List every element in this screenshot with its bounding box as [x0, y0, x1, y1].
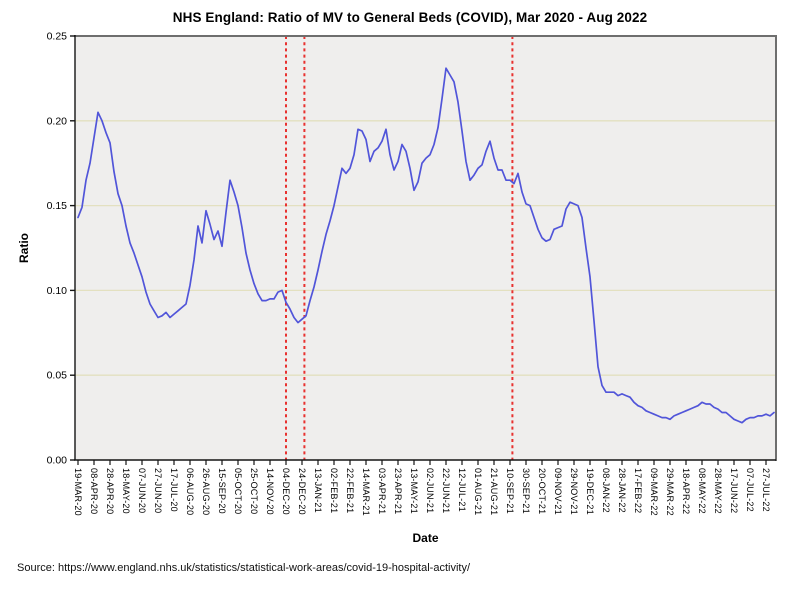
y-tick-label: 0.10 — [47, 285, 68, 297]
x-tick-label: 19-MAR-20 — [73, 468, 83, 516]
x-tick-label: 20-OCT-21 — [537, 468, 547, 514]
x-tick-label: 29-MAR-22 — [665, 468, 675, 516]
x-tick-label: 21-AUG-21 — [489, 468, 499, 515]
x-tick-label: 27-JUL-22 — [761, 468, 771, 512]
x-tick-label: 28-JAN-22 — [617, 468, 627, 513]
data-line — [77, 67, 775, 424]
x-tick-label: 07-JUL-22 — [745, 468, 755, 512]
x-tick-label: 29-NOV-21 — [569, 468, 579, 515]
x-tick-label: 25-OCT-20 — [249, 468, 259, 514]
x-tick-label: 09-NOV-21 — [553, 468, 563, 515]
x-tick-label: 06-AUG-20 — [185, 468, 195, 515]
x-tick-label: 18-MAY-20 — [121, 468, 131, 514]
y-tick-label: 0.25 — [47, 31, 68, 43]
x-tick-label: 19-DEC-21 — [585, 468, 595, 515]
x-tick-label: 22-JUN-21 — [441, 468, 451, 513]
x-tick-label: 03-APR-21 — [377, 468, 387, 514]
source-text: Source: https://www.england.nhs.uk/stati… — [17, 562, 471, 574]
x-tick-label: 28-MAY-22 — [713, 468, 723, 514]
y-axis-title: Ratio — [17, 233, 31, 263]
x-tick-label: 04-DEC-20 — [281, 468, 291, 515]
x-tick-label: 07-JUN-20 — [137, 468, 147, 513]
x-tick-label: 17-JUN-22 — [729, 468, 739, 513]
x-tick-label: 24-DEC-20 — [297, 468, 307, 515]
x-tick-label: 02-FEB-21 — [329, 468, 339, 513]
x-tick-label: 14-NOV-20 — [265, 468, 275, 515]
x-tick-label: 10-SEP-21 — [505, 468, 515, 514]
x-tick-label: 01-AUG-21 — [473, 468, 483, 515]
x-tick-label: 08-MAY-22 — [697, 468, 707, 514]
x-tick-label: 30-SEP-21 — [521, 468, 531, 514]
x-tick-label: 26-AUG-20 — [201, 468, 211, 515]
x-tick-label: 17-JUL-20 — [169, 468, 179, 512]
x-axis-title: Date — [412, 531, 439, 545]
x-tick-label: 12-JUL-21 — [457, 468, 467, 512]
x-tick-label: 02-JUN-21 — [425, 468, 435, 513]
y-tick-label: 0.05 — [47, 370, 68, 382]
y-tick-label: 0.15 — [47, 200, 68, 212]
chart-title: NHS England: Ratio of MV to General Beds… — [172, 10, 648, 25]
x-tick-label: 22-FEB-21 — [345, 468, 355, 513]
x-tick-label: 28-APR-20 — [105, 468, 115, 514]
x-tick-label: 09-MAR-22 — [649, 468, 659, 516]
x-tick-label: 27-JUN-20 — [153, 468, 163, 513]
x-tick-label: 14-MAR-21 — [361, 468, 371, 516]
x-tick-label: 08-JAN-22 — [601, 468, 611, 513]
y-tick-label: 0.00 — [47, 455, 68, 467]
x-tick-label: 15-SEP-20 — [217, 468, 227, 514]
x-tick-label: 18-APR-22 — [681, 468, 691, 514]
y-tick-label: 0.20 — [47, 115, 68, 127]
x-tick-label: 13-MAY-21 — [409, 468, 419, 514]
x-tick-label: 13-JAN-21 — [313, 468, 323, 513]
x-tick-label: 17-FEB-22 — [633, 468, 643, 513]
x-tick-label: 23-APR-21 — [393, 468, 403, 514]
plot-panel — [75, 36, 776, 460]
x-tick-label: 08-APR-20 — [89, 468, 99, 514]
x-tick-label: 05-OCT-20 — [233, 468, 243, 514]
